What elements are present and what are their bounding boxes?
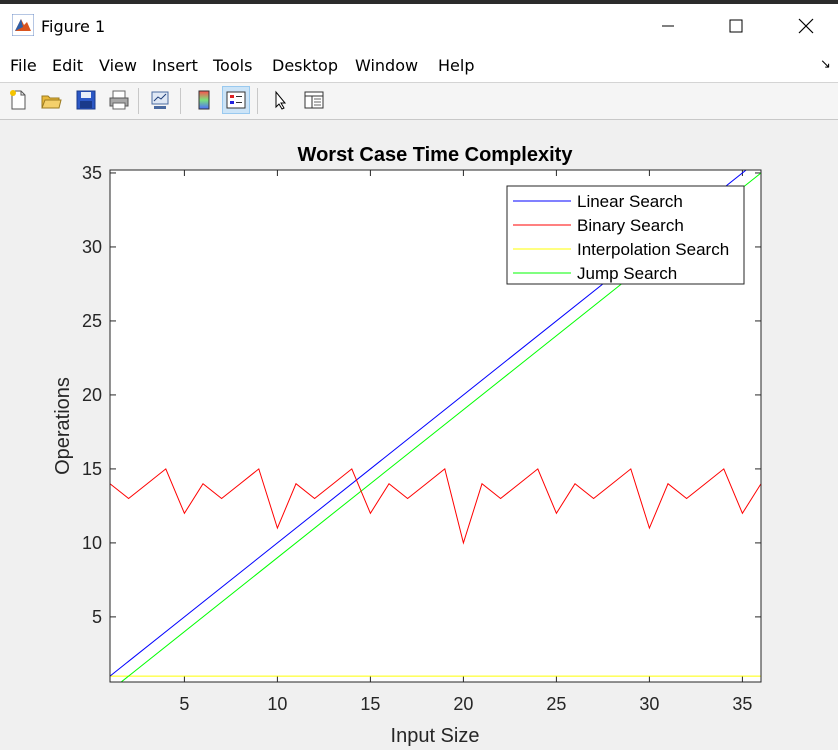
property-editor-icon[interactable] [300, 86, 328, 114]
toolbar-separator [257, 88, 258, 114]
menu-insert[interactable]: Insert [152, 56, 198, 75]
x-tick-label: 5 [179, 694, 189, 714]
legend-box [506, 185, 745, 285]
plot-area-border [109, 169, 762, 683]
menu-window[interactable]: Window [355, 56, 419, 75]
link-plot-icon[interactable] [146, 86, 174, 114]
open-file-icon[interactable] [37, 86, 65, 114]
window-title: Figure 1 [41, 17, 106, 36]
new-figure-icon[interactable] [4, 86, 32, 114]
maximize-icon [729, 19, 743, 33]
x-tick-label: 10 [267, 694, 287, 714]
pointer-icon[interactable] [266, 86, 294, 114]
legend-label: Jump Search [577, 264, 677, 283]
desktop-strip [0, 0, 838, 4]
y-tick-label: 5 [92, 607, 102, 627]
axis-ticks [110, 170, 761, 682]
y-tick-label: 15 [82, 459, 102, 479]
toolbar-separator [180, 88, 181, 114]
x-axis-label: Input Size [391, 725, 480, 747]
maximize-button[interactable] [713, 8, 759, 44]
menu-desktop[interactable]: Desktop [272, 56, 338, 75]
save-icon[interactable] [72, 86, 100, 114]
minimize-button[interactable] [645, 8, 691, 44]
title-bar: Figure 1 [0, 4, 838, 48]
x-tick-label: 15 [360, 694, 380, 714]
line-chart: Worst Case Time Complexity 5 10 15 20 25 30 35… [52, 144, 762, 747]
y-tick-label: 35 [82, 163, 102, 183]
figure-canvas: Worst Case Time Complexity 5 10 15 20 25 30 35… [0, 120, 838, 750]
x-tick-labels: 5 10 15 20 25 30 35 [179, 694, 752, 714]
toolbar-separator [138, 88, 139, 114]
legend-icon[interactable] [222, 86, 250, 114]
print-icon[interactable] [105, 86, 133, 114]
y-tick-label: 30 [82, 237, 102, 257]
chart-title: Worst Case Time Complexity [298, 144, 574, 166]
menu-file[interactable]: File [10, 56, 37, 75]
x-tick-label: 30 [639, 694, 659, 714]
menu-help[interactable]: Help [438, 56, 475, 75]
x-tick-label: 25 [546, 694, 566, 714]
y-tick-label: 20 [82, 385, 102, 405]
close-icon [798, 18, 814, 34]
figure-toolbar [0, 83, 838, 120]
x-tick-label: 35 [732, 694, 752, 714]
legend-label: Interpolation Search [577, 240, 729, 259]
matlab-figure-icon [11, 13, 35, 37]
close-button[interactable] [783, 8, 829, 44]
dock-arrow-icon[interactable]: ↘ [820, 56, 831, 71]
minimize-icon [662, 25, 674, 27]
y-axis-label: Operations [52, 377, 74, 475]
x-tick-label: 20 [453, 694, 473, 714]
menu-view[interactable]: View [99, 56, 137, 75]
y-tick-label: 25 [82, 311, 102, 331]
y-tick-label: 10 [82, 533, 102, 553]
colorbar-icon[interactable] [190, 86, 218, 114]
menu-edit[interactable]: Edit [52, 56, 83, 75]
legend-label: Binary Search [577, 216, 684, 235]
menu-tools[interactable]: Tools [213, 56, 253, 75]
menu-bar: File Edit View Insert Tools Desktop Wind… [0, 48, 838, 83]
series-line-binary-search [110, 468, 761, 545]
legend[interactable]: Linear Search Binary Search Interpolation … [506, 185, 745, 285]
y-tick-labels: 5 10 15 20 25 30 35 [82, 163, 102, 627]
legend-label: Linear Search [577, 192, 683, 211]
